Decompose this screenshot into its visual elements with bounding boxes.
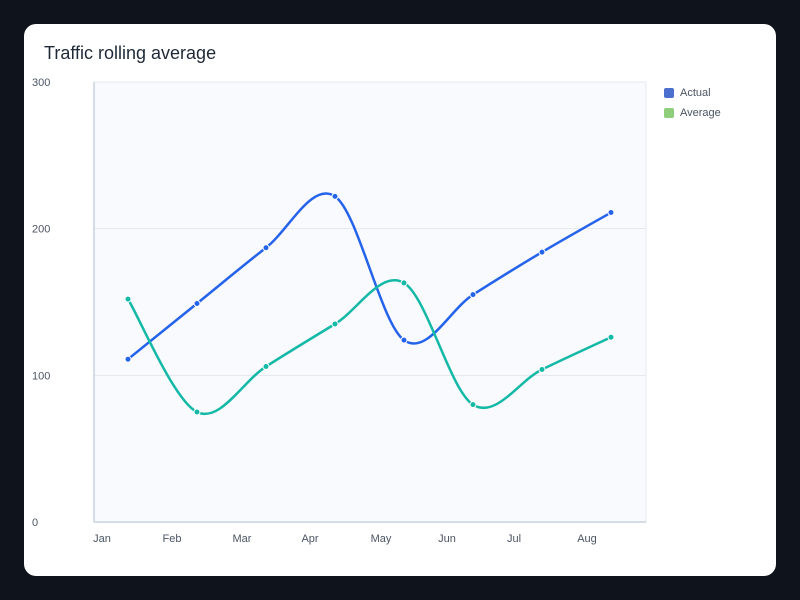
y-tick-label: 100 <box>32 370 50 382</box>
data-point-average <box>262 363 270 371</box>
y-tick-label: 0 <box>32 517 38 529</box>
series-line-actual <box>126 192 613 361</box>
x-tick-label: May <box>371 533 392 545</box>
data-point-average <box>538 365 546 373</box>
legend-swatch <box>664 88 674 98</box>
data-point-actual <box>193 299 201 307</box>
data-point-actual <box>607 209 615 217</box>
x-tick-label: Jun <box>438 533 456 545</box>
x-tick-label: Jul <box>507 533 521 545</box>
chart-card: Traffic rolling average 0 100 200 300 Jan Feb… <box>24 24 776 576</box>
x-tick-label: Jan <box>93 533 111 545</box>
data-point-actual <box>331 192 339 200</box>
data-point-average <box>331 320 339 328</box>
x-tick-label: Mar <box>233 533 252 545</box>
data-point-actual <box>538 248 546 256</box>
data-point-average <box>469 401 477 409</box>
data-point-actual <box>124 355 132 363</box>
x-tick-label: Aug <box>577 533 597 545</box>
legend-item-average[interactable]: Average <box>664 103 721 123</box>
data-point-actual <box>400 336 408 344</box>
y-tick-label: 300 <box>32 77 50 89</box>
legend-swatch <box>664 108 674 118</box>
plot-area <box>93 81 647 523</box>
chart-title: Traffic rolling average <box>44 43 217 63</box>
data-point-actual <box>262 244 270 252</box>
y-tick-label: 200 <box>32 224 50 236</box>
data-point-average <box>193 408 201 416</box>
x-tick-label: Feb <box>163 533 182 545</box>
data-point-average <box>400 279 408 287</box>
data-point-average <box>124 295 132 303</box>
chart-legend: Actual Average <box>664 83 721 123</box>
data-point-actual <box>469 291 477 299</box>
legend-label: Actual <box>680 87 711 99</box>
data-point-average <box>607 333 615 341</box>
line-chart: 0 100 200 300 Jan Feb Mar Apr May Jun Jul Aug <box>32 77 647 545</box>
x-tick-label: Apr <box>301 533 318 545</box>
legend-item-actual[interactable]: Actual <box>664 83 721 103</box>
legend-label: Average <box>680 107 721 119</box>
